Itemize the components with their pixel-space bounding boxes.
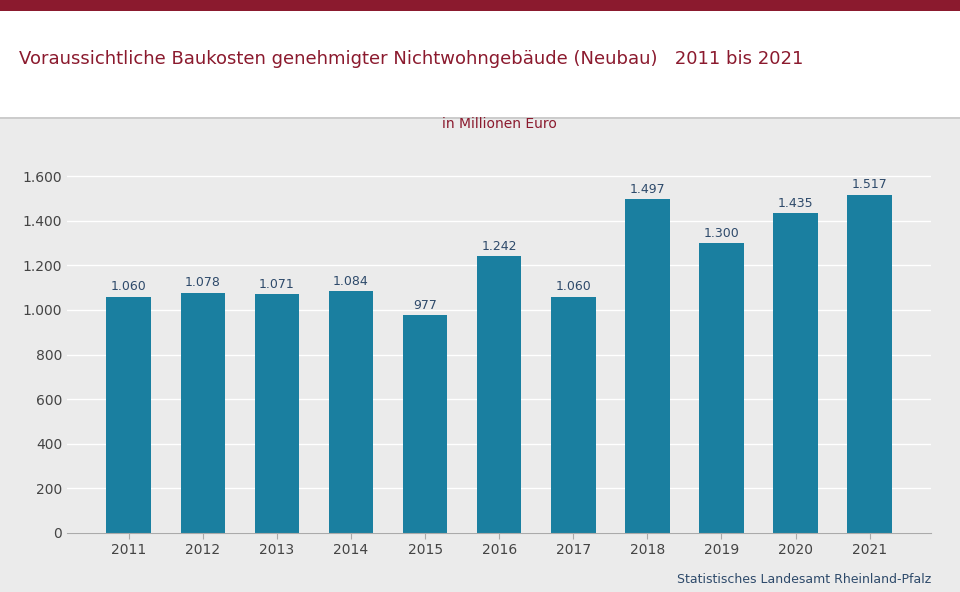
Text: in Millionen Euro: in Millionen Euro [442, 117, 557, 131]
Bar [848, 195, 892, 533]
Text: 977: 977 [413, 299, 437, 312]
Text: Statistisches Landesamt Rheinland-Pfalz: Statistisches Landesamt Rheinland-Pfalz [677, 573, 931, 586]
Bar [625, 199, 670, 533]
Bar [328, 291, 373, 533]
Text: 1.435: 1.435 [778, 197, 813, 210]
Bar [551, 297, 595, 533]
Text: 1.060: 1.060 [110, 280, 147, 293]
Bar [180, 292, 225, 533]
Bar [107, 297, 151, 533]
Bar [774, 213, 818, 533]
Text: 1.517: 1.517 [852, 178, 888, 191]
Bar [477, 256, 521, 533]
Text: 1.497: 1.497 [630, 183, 665, 196]
Text: Voraussichtliche Baukosten genehmigter Nichtwohngebäude (Neubau)   2011 bis 2021: Voraussichtliche Baukosten genehmigter N… [19, 50, 804, 67]
Text: 1.071: 1.071 [259, 278, 295, 291]
Bar [699, 243, 744, 533]
Text: 1.300: 1.300 [704, 227, 739, 240]
Text: 1.084: 1.084 [333, 275, 369, 288]
Bar [254, 294, 300, 533]
Text: 1.242: 1.242 [482, 240, 516, 253]
Text: 1.078: 1.078 [185, 276, 221, 289]
Text: 1.060: 1.060 [556, 280, 591, 293]
Bar [403, 315, 447, 533]
